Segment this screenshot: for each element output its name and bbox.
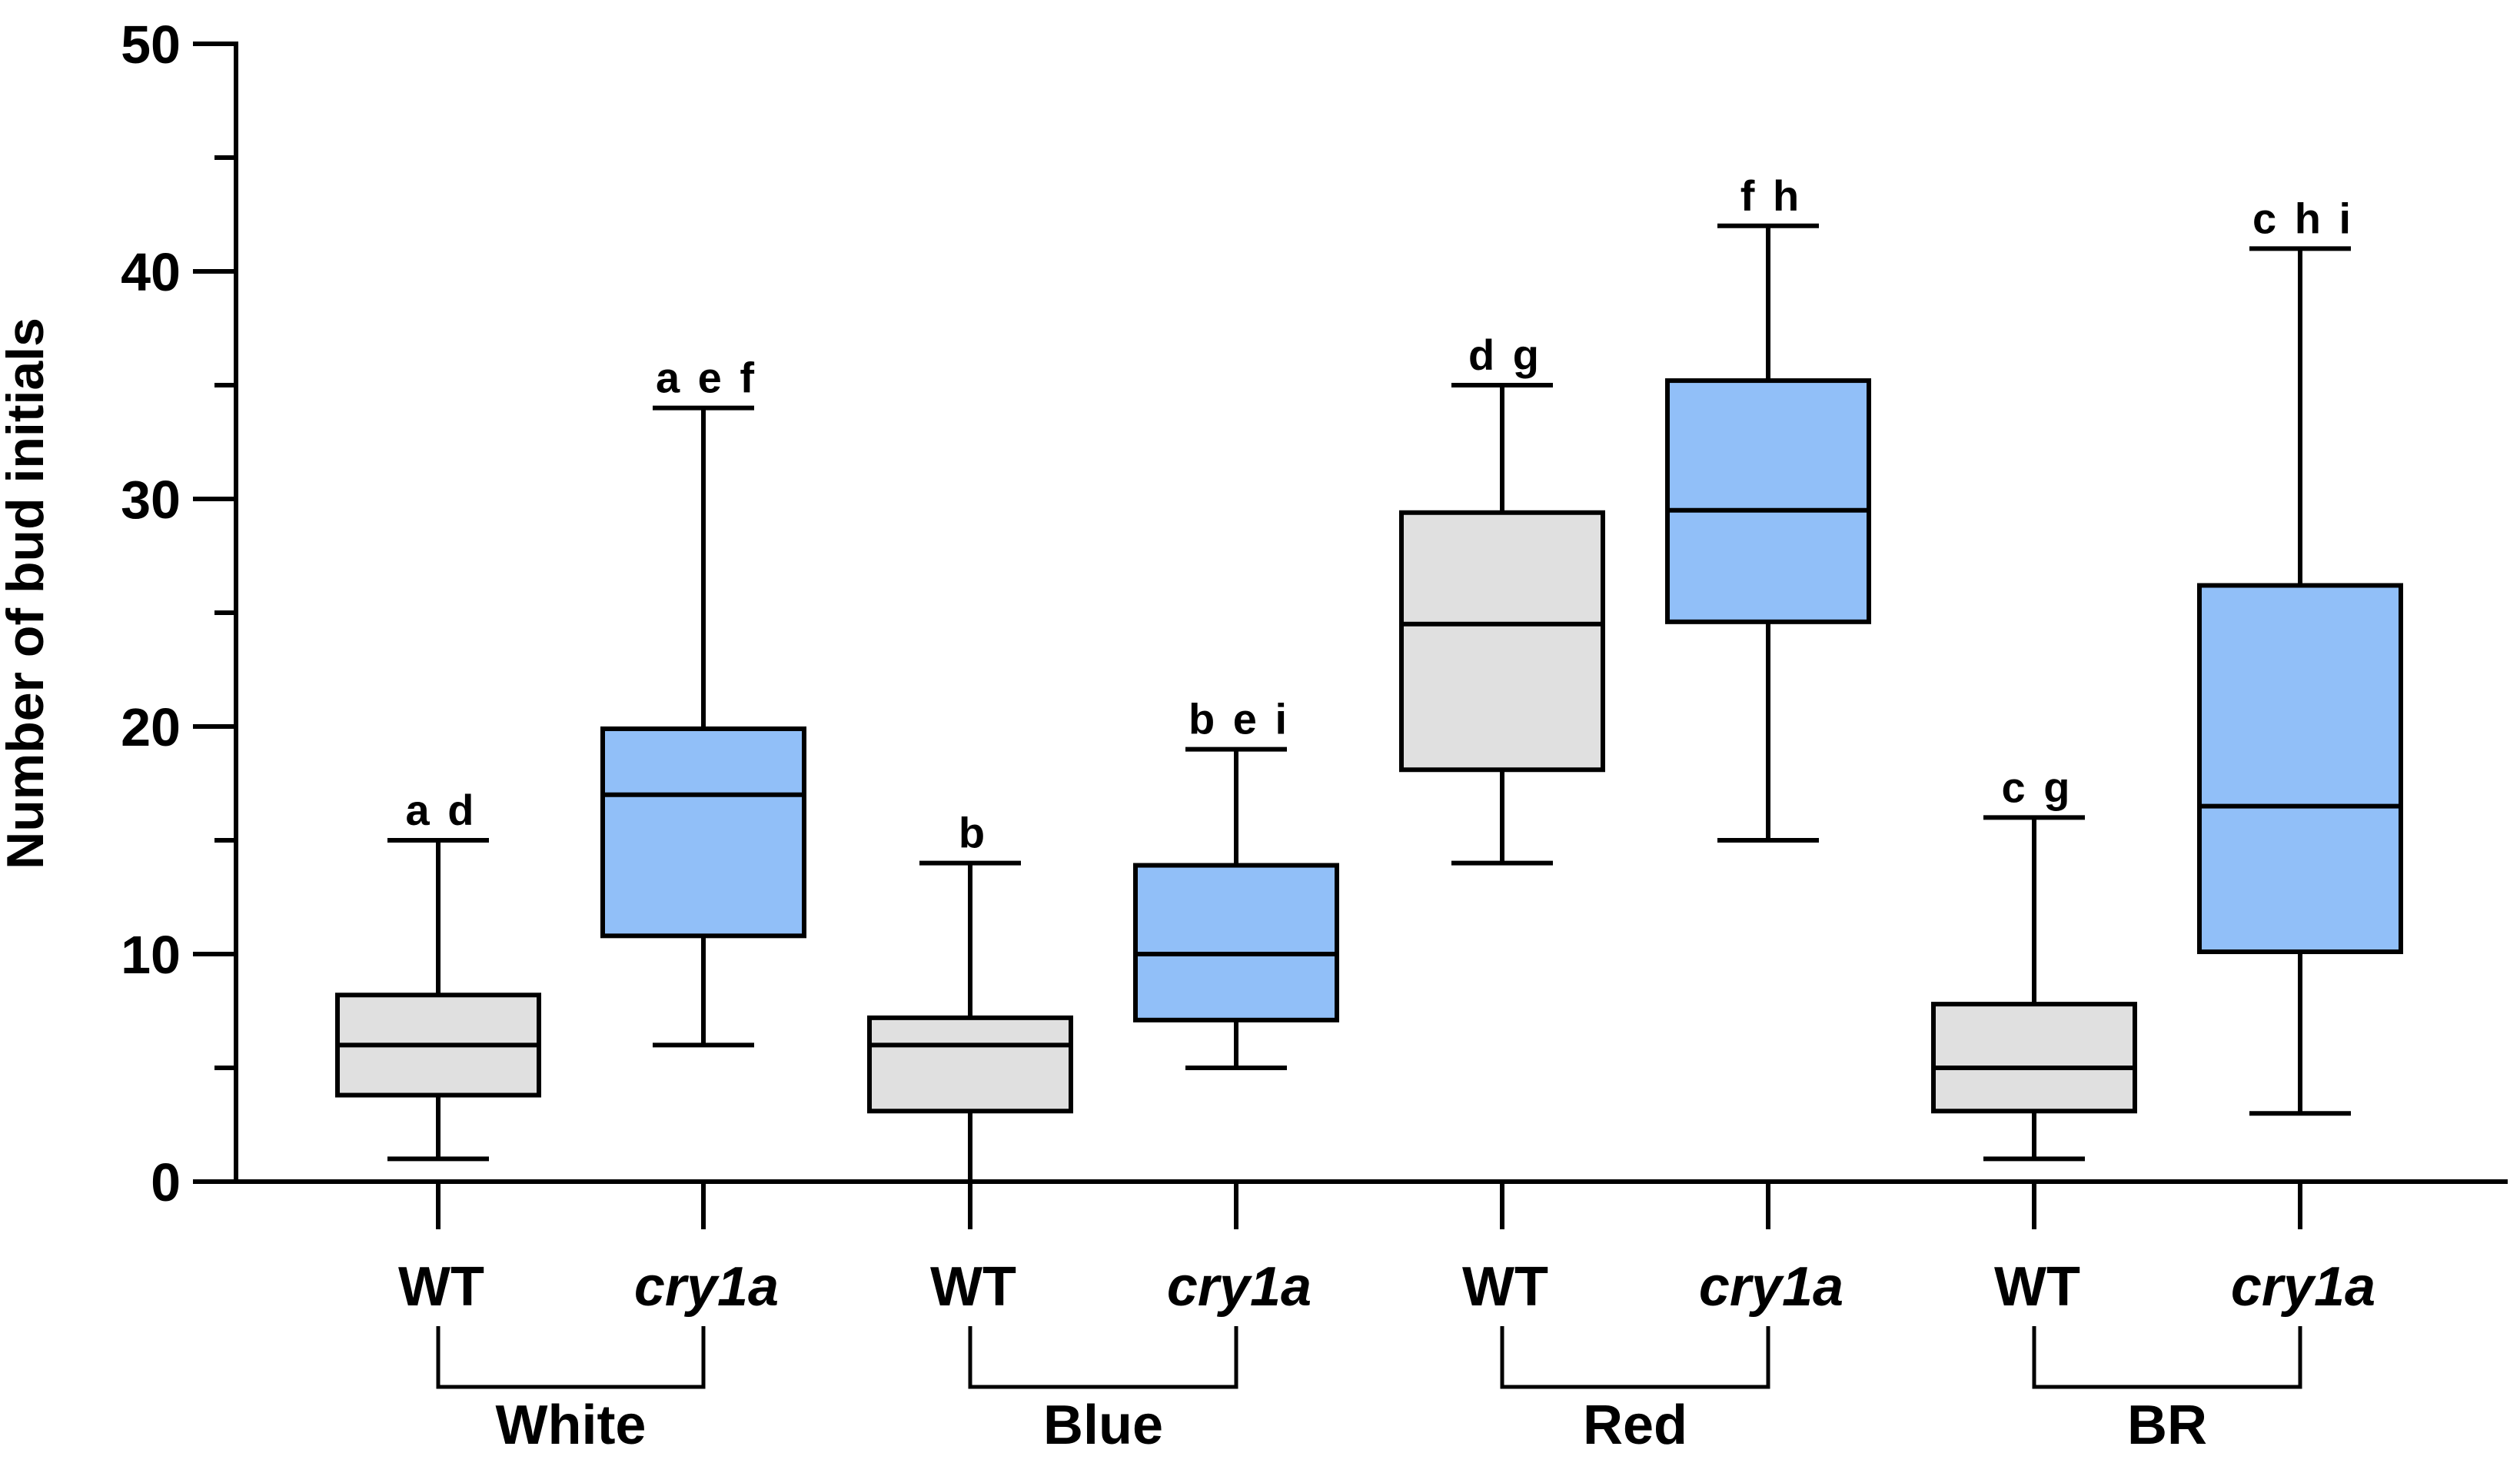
genotype-label: cry1a <box>1167 1256 1312 1318</box>
y-axis-title: Number of bud initials <box>0 318 55 869</box>
significance-label: a e f <box>656 354 757 402</box>
group-bracket <box>1500 1326 1770 1389</box>
iqr-box <box>1931 1002 2137 1114</box>
genotype-label: WT <box>930 1256 1016 1318</box>
significance-label: b <box>959 809 988 857</box>
iqr-box <box>1665 378 1871 624</box>
y-tick-label: 40 <box>121 242 181 302</box>
significance-label: d g <box>1468 331 1542 379</box>
iqr-box <box>600 726 806 939</box>
genotype-label: cry1a <box>634 1256 779 1318</box>
iqr-box <box>867 1015 1073 1114</box>
y-tick-label: 50 <box>121 15 181 75</box>
genotype-label: WT <box>1994 1256 2080 1318</box>
axes: 0 10 20 30 40 50 <box>121 15 2508 1229</box>
group-bracket <box>2032 1326 2302 1389</box>
y-tick-label: 20 <box>121 697 181 757</box>
boxes: a d a e f b b e i d g f h c g c h i <box>335 171 2403 1184</box>
significance-label: b e i <box>1189 695 1290 743</box>
category-labels: WT cry1a White WT cry1a Blue WT cry1a Red WT cry1a… <box>398 1256 2375 1456</box>
significance-label: a d <box>406 786 477 834</box>
group-bracket <box>436 1326 706 1389</box>
group-label: BR <box>2127 1395 2207 1456</box>
group-bracket <box>968 1326 1238 1389</box>
significance-label: f h <box>1740 171 1802 220</box>
y-tick-label: 30 <box>121 470 181 530</box>
group-label: Red <box>1583 1395 1687 1456</box>
y-tick-label: 10 <box>121 925 181 985</box>
significance-label: c g <box>2002 763 2073 811</box>
iqr-box <box>1133 863 1339 1022</box>
genotype-label: WT <box>1462 1256 1548 1318</box>
y-tick-label: 0 <box>151 1152 181 1212</box>
genotype-label: cry1a <box>2231 1256 2375 1318</box>
iqr-box <box>2197 583 2403 955</box>
group-label: Blue <box>1043 1395 1163 1456</box>
significance-label: c h i <box>2252 194 2354 242</box>
genotype-label: cry1a <box>1699 1256 1843 1318</box>
genotype-label: WT <box>398 1256 484 1318</box>
group-label: White <box>496 1395 647 1456</box>
iqr-box <box>1399 510 1605 773</box>
